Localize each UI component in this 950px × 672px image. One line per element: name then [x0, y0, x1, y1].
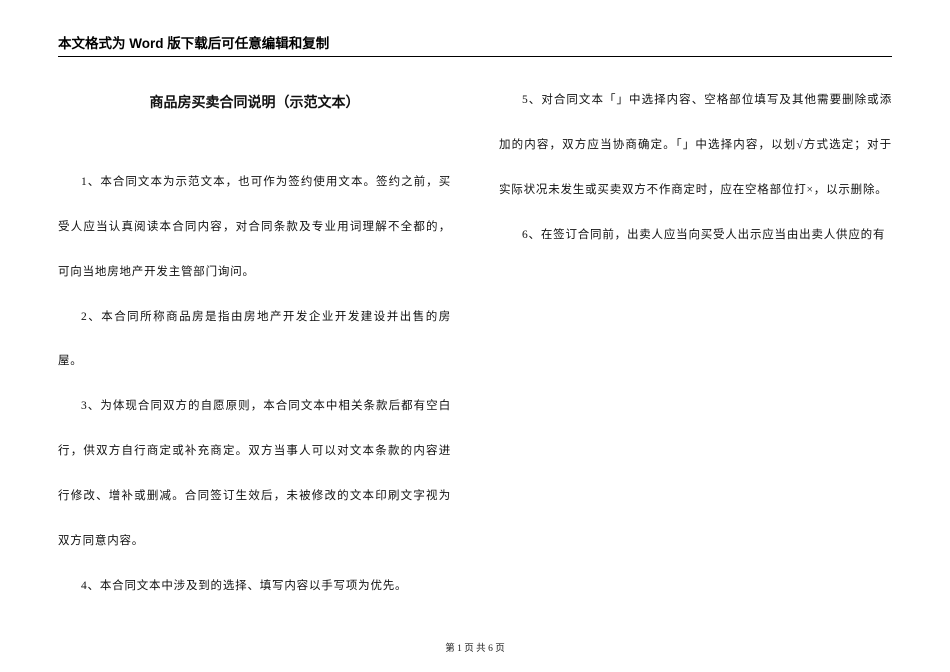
- paragraph: 3、为体现合同双方的自愿原则，本合同文本中相关条款后都有空白行，供双方自行商定或…: [58, 384, 451, 563]
- paragraph: 4、本合同文本中涉及到的选择、填写内容以手写项为优先。: [58, 564, 451, 609]
- page-footer: 第 1 页 共 6 页: [0, 640, 950, 654]
- page-header: 本文格式为 Word 版下载后可任意编辑和复制: [58, 32, 892, 57]
- paragraph: 5、对合同文本「」中选择内容、空格部位填写及其他需要删除或添加的内容，双方应当协…: [499, 78, 892, 213]
- paragraph: 6、在签订合同前，出卖人应当向买受人出示应当由出卖人供应的有: [499, 213, 892, 258]
- paragraph: 1、本合同文本为示范文本，也可作为签约使用文本。签约之前，买受人应当认真阅读本合…: [58, 160, 451, 295]
- footer-mid: 页 共: [462, 644, 488, 654]
- footer-prefix: 第: [445, 644, 457, 654]
- footer-suffix: 页: [493, 644, 505, 654]
- paragraph: 2、本合同所称商品房是指由房地产开发企业开发建设并出售的房屋。: [58, 295, 451, 385]
- document-body: 商品房买卖合同说明（示范文本） 1、本合同文本为示范文本，也可作为签约使用文本。…: [58, 78, 892, 622]
- document-title: 商品房买卖合同说明（示范文本）: [58, 92, 451, 112]
- header-text: 本文格式为 Word 版下载后可任意编辑和复制: [58, 36, 329, 51]
